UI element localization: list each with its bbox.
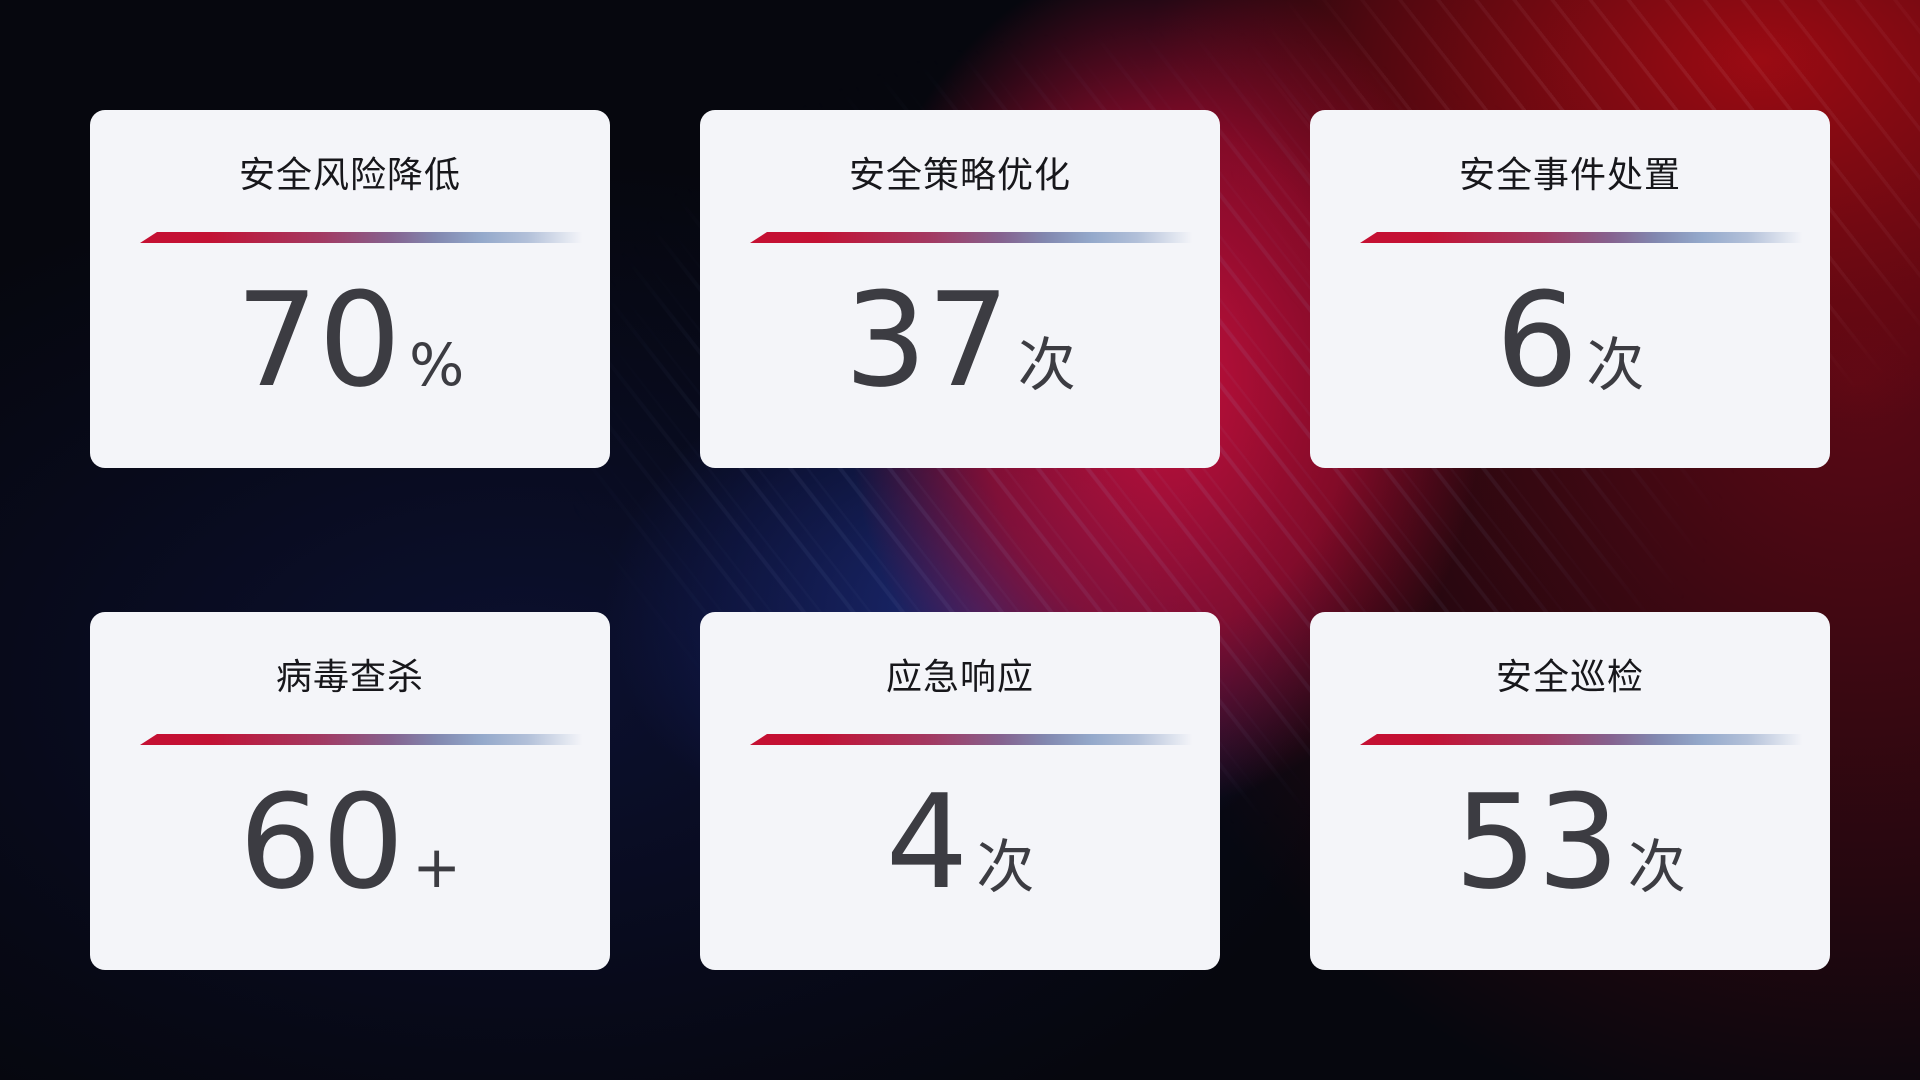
stat-card-policy-optimization: 安全策略优化 37 次 bbox=[700, 110, 1220, 468]
card-title: 应急响应 bbox=[885, 657, 1034, 698]
stat-unit: % bbox=[409, 331, 465, 399]
divider-bar bbox=[1360, 232, 1816, 243]
stat-unit: 次 bbox=[1017, 331, 1076, 399]
card-title: 安全事件处置 bbox=[1458, 155, 1681, 196]
card-title: 安全策略优化 bbox=[848, 155, 1071, 196]
stat-value-row: 53 次 bbox=[1310, 777, 1830, 907]
stat-card-security-inspection: 安全巡检 53 次 bbox=[1310, 612, 1830, 970]
stat-card-virus-scan: 病毒查杀 60 + bbox=[90, 612, 610, 970]
stat-value-row: 6 次 bbox=[1310, 275, 1830, 405]
divider-bar bbox=[750, 232, 1206, 243]
stat-value: 60 bbox=[238, 766, 405, 918]
divider-bar bbox=[140, 232, 596, 243]
stat-value-row: 37 次 bbox=[700, 275, 1220, 405]
stat-unit: 次 bbox=[1586, 331, 1645, 399]
divider-bar bbox=[750, 734, 1206, 745]
card-title: 病毒查杀 bbox=[275, 657, 424, 698]
stat-value-row: 70 % bbox=[90, 275, 610, 405]
stat-value: 53 bbox=[1454, 766, 1620, 918]
stat-value: 4 bbox=[885, 766, 969, 918]
divider-bar bbox=[1360, 734, 1816, 745]
stat-card-incident-handling: 安全事件处置 6 次 bbox=[1310, 110, 1830, 468]
stat-unit: 次 bbox=[976, 833, 1035, 901]
stat-value-row: 60 + bbox=[90, 777, 610, 907]
card-title: 安全风险降低 bbox=[238, 155, 461, 196]
stat-card-emergency-response: 应急响应 4 次 bbox=[700, 612, 1220, 970]
stat-value: 37 bbox=[844, 264, 1010, 416]
stat-card-risk-reduction: 安全风险降低 70 % bbox=[90, 110, 610, 468]
card-title: 安全巡检 bbox=[1495, 657, 1644, 698]
stat-unit: + bbox=[412, 833, 462, 901]
stat-value: 70 bbox=[235, 264, 402, 416]
stat-unit: 次 bbox=[1627, 833, 1686, 901]
divider-bar bbox=[140, 734, 596, 745]
stat-card-grid: 安全风险降低 70 % 安全策略优化 37 次 安全事件处置 6 次 病毒查杀 … bbox=[90, 110, 1830, 970]
stat-value: 6 bbox=[1495, 264, 1579, 416]
stat-value-row: 4 次 bbox=[700, 777, 1220, 907]
